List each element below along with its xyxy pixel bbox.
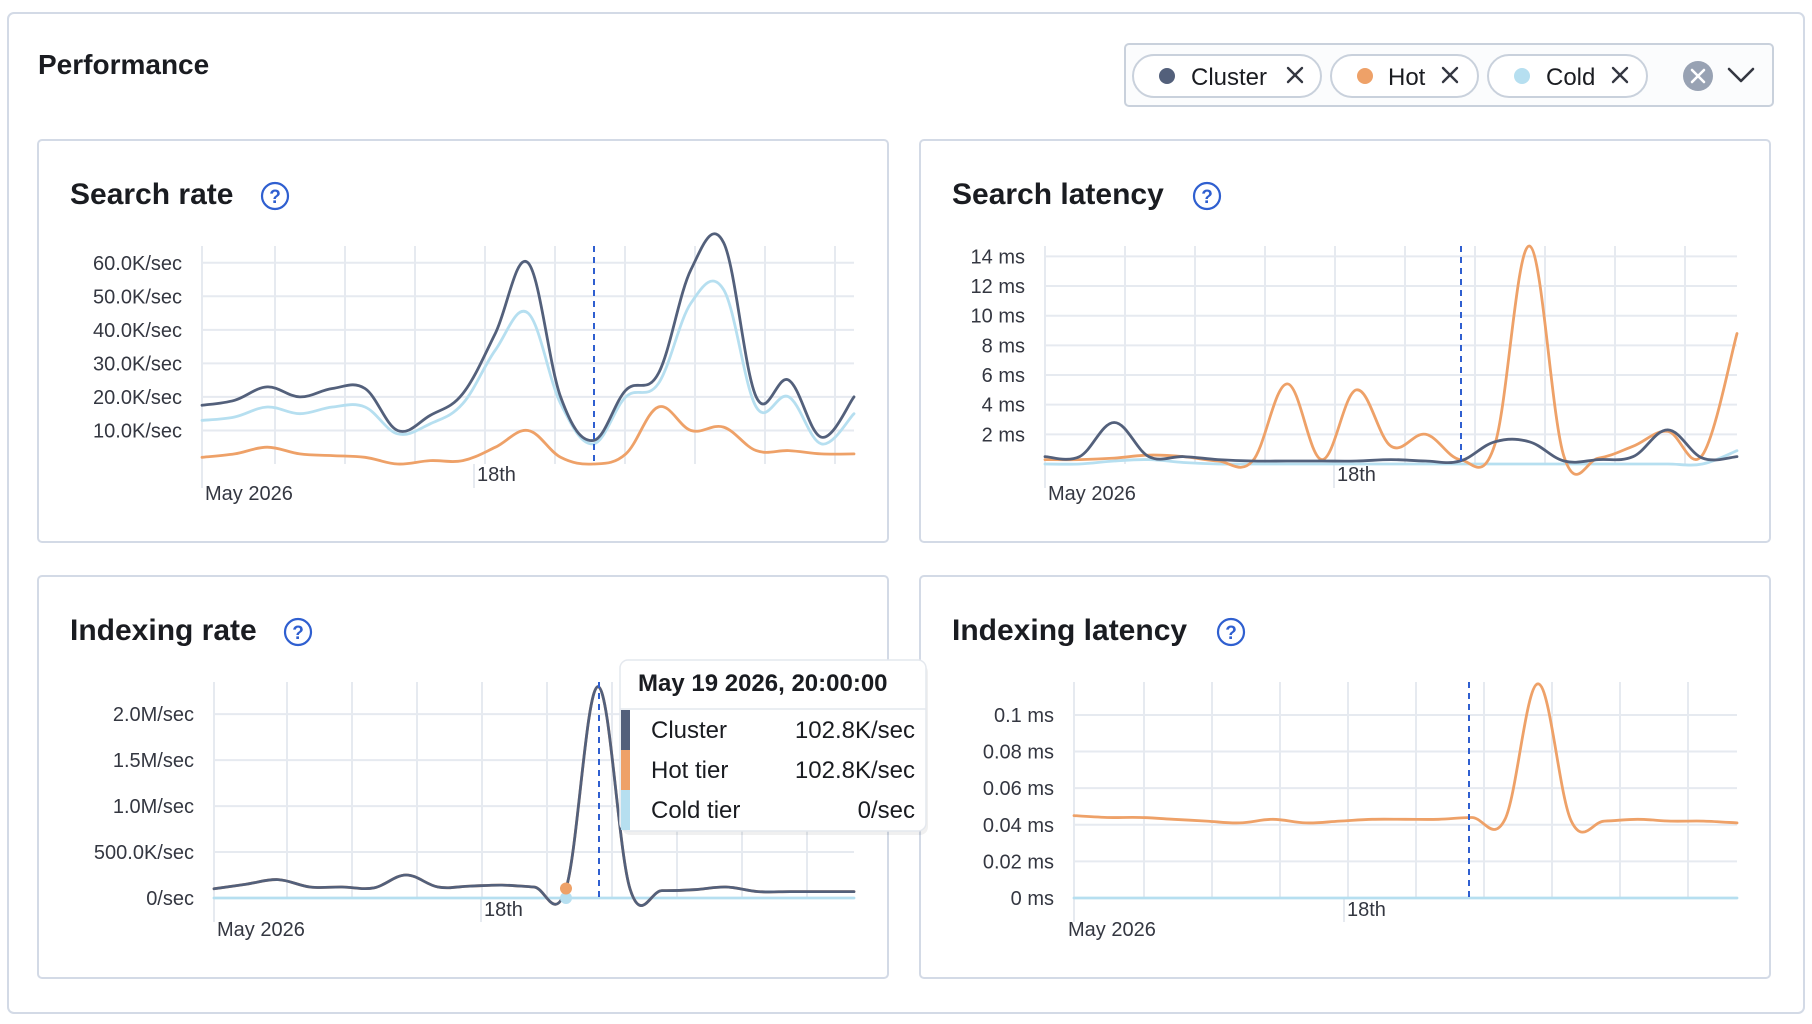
y-tick-label: 60.0K/sec: [93, 253, 182, 275]
clear-circle-icon[interactable]: [1683, 61, 1713, 91]
tooltip-row-value: 0/sec: [858, 797, 915, 824]
close-icon[interactable]: [1441, 66, 1459, 84]
y-tick-label: 10.0K/sec: [93, 420, 182, 442]
y-tick-label: 0.08 ms: [983, 742, 1054, 764]
hover-point-hot: [560, 882, 572, 895]
help-icon-glyph: ?: [1225, 623, 1237, 644]
y-tick-label: 4 ms: [982, 395, 1025, 417]
chip-label: Hot: [1388, 64, 1426, 91]
series-line-cluster: [1043, 421, 1739, 465]
cluster-dot-icon: [1159, 68, 1175, 84]
x-tick-label: May 2026: [217, 919, 305, 941]
series-line-hot: [200, 405, 856, 466]
help-icon-glyph: ?: [269, 187, 281, 208]
hover-point-cold: [560, 892, 572, 904]
y-tick-label: 6 ms: [982, 365, 1025, 387]
question-circle-icon[interactable]: ?: [1216, 617, 1246, 647]
tier-filter-combobox[interactable]: Cluster Hot Cold: [1124, 43, 1774, 107]
x-tick-label: May 2026: [1068, 919, 1156, 941]
close-icon[interactable]: [1611, 66, 1629, 84]
help-icon-ring: [260, 181, 290, 211]
y-tick-label: 12 ms: [971, 276, 1025, 298]
chip-background[interactable]: [1132, 54, 1322, 98]
y-tick-label: 0.02 ms: [983, 851, 1054, 873]
y-tick-label: 2 ms: [982, 424, 1025, 446]
help-icon-glyph: ?: [1201, 187, 1213, 208]
chart-title: Search rate: [70, 178, 233, 211]
x-tick-label: 18th: [477, 464, 516, 486]
x-tick-label: 18th: [1347, 899, 1386, 921]
y-tick-label: 2.0M/sec: [113, 704, 194, 726]
y-tick-label: 500.0K/sec: [94, 842, 194, 864]
filter-chip-hot[interactable]: Hot: [1330, 54, 1479, 98]
y-tick-label: 20.0K/sec: [93, 387, 182, 409]
indexing-latency-chart: Indexing latency ? 0 ms 0.02 ms 0.04 ms 0.06 …: [919, 575, 1771, 979]
help-icon-ring: [283, 617, 313, 647]
tooltip-swatch-cold: [621, 790, 630, 830]
chart-title: Search latency: [952, 178, 1164, 211]
chart-card: [919, 139, 1771, 543]
chart-tooltip: May 19 2026, 20:00:00 Cluster 102.8K/sec…: [619, 659, 928, 835]
chip-label: Cold: [1546, 64, 1595, 91]
tooltip-row-value: 102.8K/sec: [795, 717, 915, 744]
x-tick-label: May 2026: [1048, 483, 1136, 505]
tooltip-row-label: Cold tier: [651, 797, 740, 824]
help-icon-glyph: ?: [292, 623, 304, 644]
filter-chip-cold[interactable]: Cold: [1487, 54, 1648, 98]
close-icon[interactable]: [1286, 66, 1304, 84]
tooltip-row-value: 102.8K/sec: [795, 757, 915, 784]
question-circle-icon[interactable]: ?: [260, 181, 290, 211]
question-circle-icon[interactable]: ?: [1192, 181, 1222, 211]
y-tick-label: 0.04 ms: [983, 815, 1054, 837]
tooltip-title: May 19 2026, 20:00:00: [638, 670, 888, 697]
chip-background[interactable]: [1487, 54, 1648, 98]
tooltip-swatch-cluster: [621, 710, 630, 750]
series-line-cluster: [200, 232, 856, 442]
y-tick-label: 1.5M/sec: [113, 750, 194, 772]
tooltip-swatch-hot: [621, 750, 630, 790]
tooltip-row-label: Hot tier: [651, 757, 728, 784]
filter-chip-cluster[interactable]: Cluster: [1132, 54, 1322, 98]
y-tick-label: 0/sec: [146, 888, 194, 910]
hot-dot-icon: [1357, 68, 1373, 84]
chart-title: Indexing rate: [70, 614, 257, 647]
y-tick-label: 0 ms: [1011, 888, 1054, 910]
question-circle-icon[interactable]: ?: [283, 617, 313, 647]
chip-background[interactable]: [1330, 54, 1479, 98]
chevron-down-icon[interactable]: [1727, 67, 1755, 83]
y-tick-label: 0.06 ms: [983, 778, 1054, 800]
y-tick-label: 30.0K/sec: [93, 353, 182, 375]
chip-label: Cluster: [1191, 64, 1267, 91]
help-icon-ring: [1192, 181, 1222, 211]
tooltip-background: [619, 659, 927, 832]
y-tick-label: 0.1 ms: [994, 705, 1054, 727]
chart-title: Indexing latency: [952, 614, 1187, 647]
y-tick-label: 14 ms: [971, 246, 1025, 268]
y-tick-label: 10 ms: [971, 306, 1025, 328]
x-tick-label: 18th: [484, 899, 523, 921]
search-latency-chart: Search latency ? 2 ms 4 ms 6 ms 8 ms 10 ms 12 m…: [919, 139, 1771, 543]
series-line-hot: [1072, 682, 1739, 834]
search-rate-chart: Search rate ? 10.0K/sec 20.0K/sec 30.0K/sec 4…: [37, 139, 889, 543]
cold-dot-icon: [1514, 68, 1530, 84]
series-line-cold: [200, 279, 856, 446]
y-tick-label: 8 ms: [982, 335, 1025, 357]
x-tick-label: May 2026: [205, 483, 293, 505]
series-line-cluster: [212, 685, 856, 907]
y-tick-label: 50.0K/sec: [93, 286, 182, 308]
page-title: Performance: [38, 49, 209, 80]
tooltip-row-label: Cluster: [651, 717, 727, 744]
x-tick-label: 18th: [1337, 464, 1376, 486]
help-icon-ring: [1216, 617, 1246, 647]
y-tick-label: 40.0K/sec: [93, 320, 182, 342]
y-tick-label: 1.0M/sec: [113, 796, 194, 818]
chart-card: [37, 139, 889, 543]
